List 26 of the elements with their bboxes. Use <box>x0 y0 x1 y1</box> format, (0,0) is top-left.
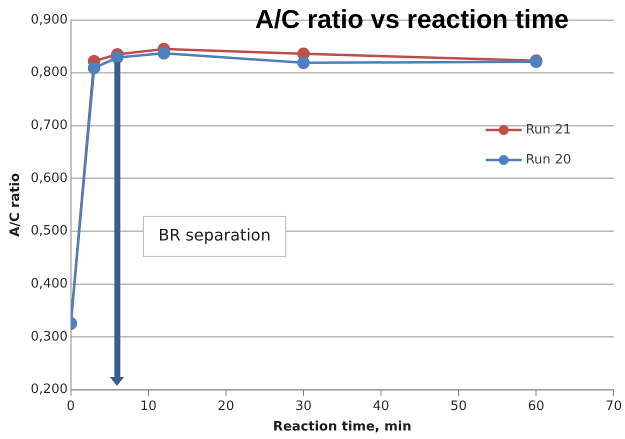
point <box>111 51 124 64</box>
point <box>88 62 100 74</box>
y-axis-title: A/C ratio <box>8 173 24 237</box>
x-tick-label: 20 <box>218 398 234 414</box>
x-tick-label: 0 <box>66 398 75 414</box>
y-tick-label: 0,900 <box>30 12 68 28</box>
chart-title: A/C ratio vs reaction time <box>255 4 569 34</box>
y-tick-label: 0,600 <box>30 170 68 186</box>
x-axis-title: Reaction time, min <box>273 420 412 435</box>
y-tick-label: 0,800 <box>30 65 68 80</box>
x-tick-label: 70 <box>605 398 622 414</box>
y-tick-label: 0,400 <box>30 276 68 292</box>
legend-label: Run 20 <box>526 152 572 168</box>
point <box>297 56 310 70</box>
y-tick-label: 0,300 <box>30 329 68 344</box>
y-tick-label: 0,200 <box>30 382 68 398</box>
y-tick-label: 0,700 <box>30 118 68 134</box>
x-tick-label: 40 <box>372 398 390 414</box>
y-tick-label: 0,500 <box>30 224 68 239</box>
x-tick-label: 50 <box>450 398 467 414</box>
point <box>158 47 170 60</box>
legend-label: Run 21 <box>526 122 572 138</box>
ref-line-label: BR separation <box>158 225 271 244</box>
x-tick-label: 60 <box>528 398 544 414</box>
x-tick-label: 30 <box>295 398 312 414</box>
x-tick-label: 10 <box>140 398 157 414</box>
